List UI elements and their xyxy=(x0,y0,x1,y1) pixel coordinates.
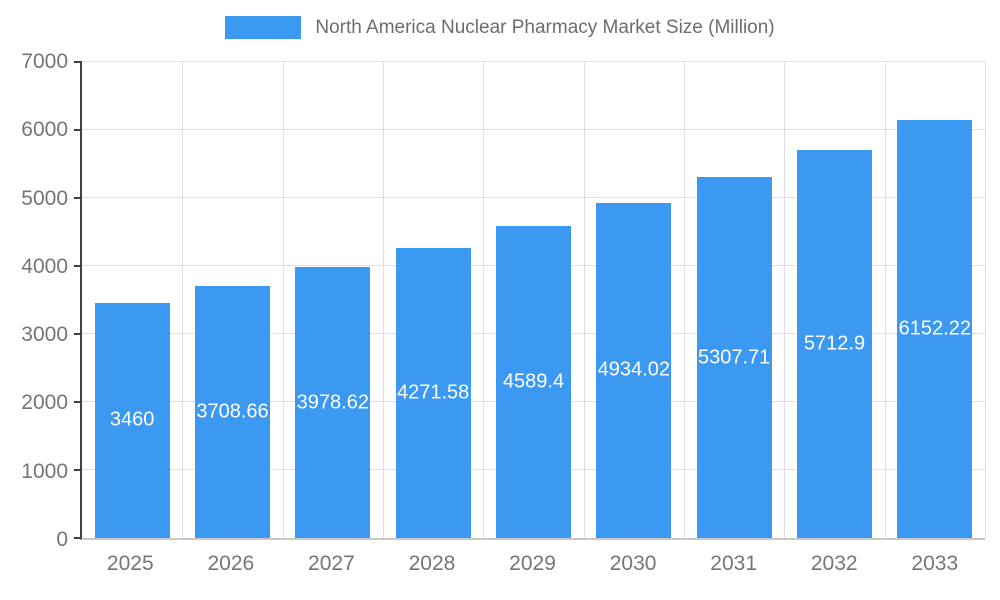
y-tick-label: 5000 xyxy=(21,186,68,210)
plot-area: 3460 3708.66 3978.62 4271.58 4589.4 4934.02 53… xyxy=(74,61,986,540)
vertical-gridline xyxy=(985,62,986,538)
y-tick-mark xyxy=(74,469,82,472)
bar: 6152.22 xyxy=(897,119,973,538)
bar: 4589.4 xyxy=(495,225,572,538)
chart-legend: North America Nuclear Pharmacy Market Si… xyxy=(0,16,1000,39)
bar-value-label: 3708.66 xyxy=(196,400,269,423)
bar: 5712.9 xyxy=(796,149,873,538)
vertical-gridline xyxy=(282,62,284,538)
x-tick-label: 2030 xyxy=(609,552,657,575)
bar-value-label: 5307.71 xyxy=(697,346,771,369)
y-tick-label: 4000 xyxy=(21,254,68,278)
bar-value-label: 4934.02 xyxy=(597,358,670,381)
vertical-gridline xyxy=(583,62,585,538)
horizontal-gridline xyxy=(82,129,985,130)
chart-title: North America Nuclear Pharmacy Market Si… xyxy=(315,16,775,38)
legend-item[interactable]: North America Nuclear Pharmacy Market Si… xyxy=(225,16,775,39)
bar: 3978.62 xyxy=(295,267,371,538)
vertical-gridline xyxy=(382,62,384,538)
y-tick-label: 1000 xyxy=(21,459,68,483)
x-tick-label: 2026 xyxy=(207,552,255,575)
bar-value-label: 3978.62 xyxy=(296,391,369,414)
x-tick-label: 2028 xyxy=(408,552,456,575)
horizontal-gridline xyxy=(82,197,985,198)
y-tick-label: 2000 xyxy=(21,391,68,415)
vertical-gridline xyxy=(483,62,485,538)
bar: 4271.58 xyxy=(395,247,471,538)
bar: 3708.66 xyxy=(194,285,271,538)
x-tick-label: 2033 xyxy=(911,552,959,575)
y-tick-mark xyxy=(74,129,82,131)
vertical-gridline xyxy=(784,62,786,538)
bar-value-label: 6152.22 xyxy=(898,317,971,340)
vertical-gridline xyxy=(884,62,886,538)
vertical-gridline xyxy=(182,62,184,538)
bar: 3460 xyxy=(94,302,170,538)
x-tick-label: 2027 xyxy=(308,552,355,575)
x-axis: 2025 2026 2027 2028 2029 2030 2031 2032 2033 xyxy=(80,552,985,576)
y-tick-label: 7000 xyxy=(21,50,68,73)
y-tick-mark xyxy=(74,265,82,268)
y-tick-mark xyxy=(74,333,82,335)
horizontal-gridline xyxy=(82,61,985,62)
y-tick-mark xyxy=(74,401,82,404)
y-tick-label: 0 xyxy=(56,528,68,551)
x-tick-label: 2032 xyxy=(810,552,858,575)
bar-value-label: 3460 xyxy=(109,408,155,431)
bar-value-label: 4271.58 xyxy=(396,381,470,404)
legend-swatch-icon xyxy=(225,16,302,39)
x-tick-label: 2025 xyxy=(106,552,154,575)
y-axis: 0 1000 2000 3000 4000 5000 6000 7000 xyxy=(0,50,68,551)
vertical-gridline xyxy=(683,62,685,538)
y-tick-label: 6000 xyxy=(21,118,68,142)
y-tick-mark xyxy=(74,61,82,63)
bar-value-label: 4589.4 xyxy=(502,370,565,393)
y-tick-label: 3000 xyxy=(21,323,68,347)
y-tick-mark xyxy=(74,197,82,199)
bar-value-label: 5712.9 xyxy=(803,332,866,355)
y-tick-mark xyxy=(74,537,82,539)
bar: 5307.71 xyxy=(696,177,772,538)
x-tick-label: 2029 xyxy=(509,552,556,575)
bar: 4934.02 xyxy=(596,202,672,538)
x-tick-label: 2031 xyxy=(710,552,758,575)
